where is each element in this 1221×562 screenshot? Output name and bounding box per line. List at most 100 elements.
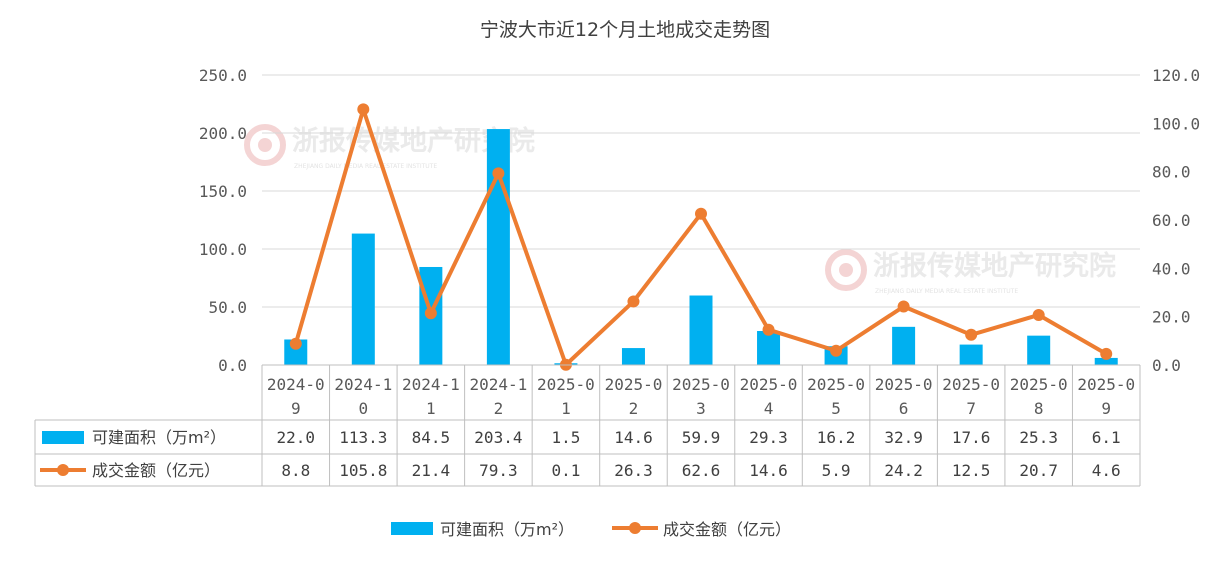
data-label: 8.8	[281, 461, 310, 480]
data-label: 20.7	[1019, 461, 1058, 480]
data-label: 22.0	[277, 428, 316, 447]
category-label-line2: 4	[764, 399, 774, 418]
data-label: 0.1	[551, 461, 580, 480]
line-series	[289, 103, 1113, 371]
category-label-line1: 2025-0	[605, 375, 663, 394]
category-label-line2: 7	[966, 399, 976, 418]
bar	[892, 326, 916, 365]
y-left-tick-label: 50.0	[208, 298, 247, 317]
category-label-line1: 2025-0	[1077, 375, 1135, 394]
bar	[689, 295, 713, 365]
watermark-subtext-2: ZHEJIANG DAILY MEDIA REAL ESTATE INSTITU…	[875, 288, 1018, 295]
line-point	[492, 167, 505, 180]
data-label: 14.6	[614, 428, 653, 447]
line-point	[627, 295, 640, 308]
category-label-line1: 2025-0	[672, 375, 730, 394]
data-label: 14.6	[749, 461, 788, 480]
y-right-tick-label: 60.0	[1152, 211, 1191, 230]
y-left-tick-label: 0.0	[218, 356, 247, 375]
bar	[757, 331, 781, 365]
category-label-line2: 1	[561, 399, 571, 418]
line-point	[762, 323, 775, 336]
category-label-line1: 2025-0	[875, 375, 933, 394]
data-label: 62.6	[682, 461, 721, 480]
category-label-line1: 2025-0	[942, 375, 1000, 394]
y-right-tick-label: 20.0	[1152, 308, 1191, 327]
y-axis-left: 0.0 50.0 100.0 150.0 200.0 250.0	[199, 66, 247, 375]
y-right-tick-label: 40.0	[1152, 259, 1191, 278]
bar	[486, 129, 510, 365]
line-point	[357, 103, 370, 116]
y-left-tick-label: 100.0	[199, 240, 247, 259]
line-point	[965, 328, 978, 341]
chart-title: 宁波大市近12个月土地成交走势图	[480, 19, 770, 41]
category-label-line2: 9	[291, 399, 301, 418]
data-label: 29.3	[749, 428, 788, 447]
data-label: 113.3	[339, 428, 387, 447]
data-label: 84.5	[412, 428, 451, 447]
table-key-bar	[42, 431, 84, 444]
data-label: 105.8	[339, 461, 387, 480]
table-row-header: 可建面积（万m²）	[92, 428, 226, 447]
line-point	[1100, 347, 1113, 360]
legend: 可建面积（万m²） 成交金额（亿元）	[391, 520, 791, 539]
data-label: 21.4	[412, 461, 451, 480]
category-label-line1: 2024-1	[402, 375, 460, 394]
category-label-line2: 5	[831, 399, 841, 418]
data-label: 26.3	[614, 461, 653, 480]
data-label: 6.1	[1092, 428, 1121, 447]
category-label-line2: 8	[1034, 399, 1044, 418]
data-label: 25.3	[1019, 428, 1058, 447]
table-key-point	[57, 464, 69, 476]
legend-label: 可建面积（万m²）	[440, 520, 574, 539]
category-label-line1: 2025-0	[807, 375, 865, 394]
y-right-tick-label: 100.0	[1152, 114, 1200, 133]
data-label: 4.6	[1092, 461, 1121, 480]
category-label-line2: 3	[696, 399, 706, 418]
data-label: 24.2	[884, 461, 923, 480]
bar	[351, 233, 375, 365]
y-axis-right: 0.0 20.0 40.0 60.0 80.0 100.0 120.0	[1152, 66, 1200, 375]
line-point	[897, 300, 910, 313]
data-label: 17.6	[952, 428, 991, 447]
legend-key-bar	[391, 522, 433, 535]
y-right-tick-label: 120.0	[1152, 66, 1200, 85]
y-left-tick-label: 200.0	[199, 124, 247, 143]
y-right-tick-label: 0.0	[1152, 356, 1181, 375]
line-point	[424, 307, 437, 320]
category-label-line1: 2024-1	[334, 375, 392, 394]
line-point	[1032, 308, 1045, 321]
data-label: 5.9	[822, 461, 851, 480]
category-label-line2: 0	[358, 399, 368, 418]
line-point	[289, 337, 302, 350]
data-label: 203.4	[474, 428, 522, 447]
category-label-line1: 2025-0	[740, 375, 798, 394]
bar	[284, 339, 308, 365]
data-label: 1.5	[551, 428, 580, 447]
data-label: 12.5	[952, 461, 991, 480]
line-point	[695, 207, 707, 220]
bar	[1027, 335, 1051, 365]
watermark-2: 浙报传媒地产研究院 ZHEJIANG DAILY MEDIA REAL ESTA…	[825, 249, 1116, 295]
legend-key-point	[629, 522, 641, 534]
category-label-line2: 9	[1101, 399, 1111, 418]
y-left-tick-label: 250.0	[199, 66, 247, 85]
category-label-line2: 1	[426, 399, 436, 418]
data-label: 32.9	[884, 428, 923, 447]
y-left-tick-label: 150.0	[199, 182, 247, 201]
category-label-line2: 2	[494, 399, 504, 418]
category-label-line2: 2	[629, 399, 639, 418]
category-label-line1: 2025-0	[537, 375, 595, 394]
watermark-subtext-1: ZHEJIANG DAILY MEDIA REAL ESTATE INSTITU…	[294, 163, 437, 170]
data-label: 59.9	[682, 428, 721, 447]
category-label-line1: 2025-0	[1010, 375, 1068, 394]
legend-label: 成交金额（亿元）	[663, 520, 791, 539]
bar	[621, 348, 645, 365]
data-label: 79.3	[479, 461, 518, 480]
line-point	[830, 344, 843, 357]
y-right-tick-label: 80.0	[1152, 163, 1191, 182]
data-table: 2024-0 9 2024-1 0 2024-1 1 2024-1 2 2025-0 1 2025-…	[34, 364, 1141, 487]
watermark-text-2: 浙报传媒地产研究院	[873, 250, 1116, 282]
category-label-line1: 2024-0	[267, 375, 325, 394]
